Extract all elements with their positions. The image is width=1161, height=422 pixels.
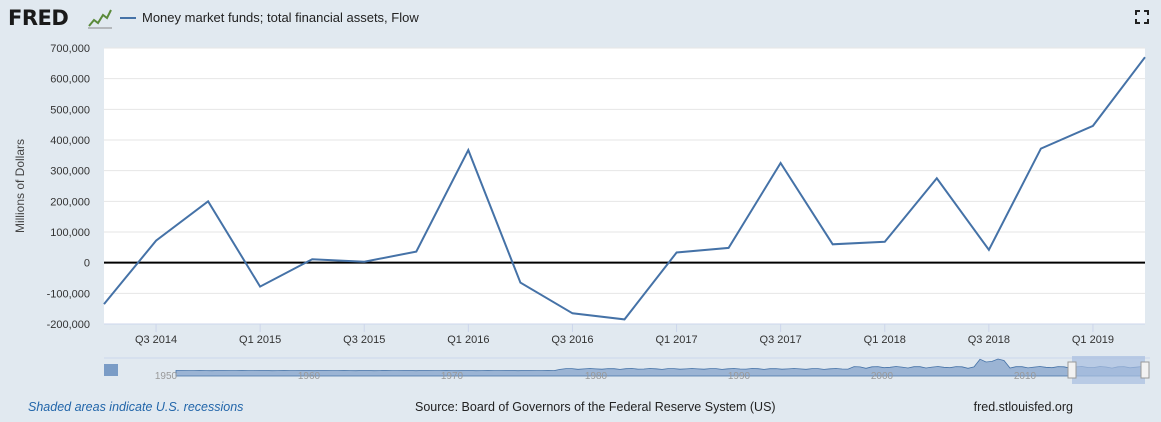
navigator-year-label: 1970: [441, 371, 464, 382]
fullscreen-icon[interactable]: [1135, 10, 1149, 24]
data-point[interactable]: [465, 147, 471, 153]
x-tick-label: Q1 2017: [655, 334, 697, 346]
chart-footer: Shaded areas indicate U.S. recessions So…: [0, 396, 1161, 418]
x-tick-label: Q1 2018: [864, 334, 906, 346]
data-point[interactable]: [101, 301, 107, 307]
y-axis-label: Millions of Dollars: [13, 139, 27, 233]
y-tick-label: 600,000: [50, 74, 90, 86]
navigator-year-label: 2000: [871, 371, 894, 382]
series-line: [103, 56, 1146, 321]
y-tick-label: 400,000: [50, 135, 90, 147]
navigator-year-label: 1960: [298, 371, 321, 382]
legend-swatch: [120, 16, 136, 19]
x-tick-label: Q3 2016: [551, 334, 593, 346]
data-point[interactable]: [830, 241, 836, 247]
x-tick-label: Q3 2018: [968, 334, 1010, 346]
y-tick-label: 100,000: [50, 227, 90, 239]
navigator-scroll-left[interactable]: [104, 364, 118, 376]
y-tick-label: -200,000: [47, 319, 90, 331]
navigator-selected-range[interactable]: [1072, 356, 1145, 384]
data-point[interactable]: [726, 245, 732, 251]
data-point[interactable]: [622, 316, 628, 322]
navigator-year-label: 2010: [1014, 371, 1037, 382]
y-tick-label: -100,000: [47, 288, 90, 300]
fred-logo[interactable]: FRED: [8, 6, 69, 30]
plot-background: [104, 48, 1145, 324]
x-tick-label: Q1 2015: [239, 334, 281, 346]
data-point[interactable]: [517, 280, 523, 286]
chart-area: -200,000 -100,000 0 100,000 200,000 300,000 40…: [0, 38, 1161, 358]
navigator-series-area: [175, 358, 1146, 377]
y-tick-label: 0: [84, 258, 90, 270]
x-tick-label: Q3 2017: [760, 334, 802, 346]
data-point[interactable]: [778, 160, 784, 166]
data-point[interactable]: [1090, 123, 1096, 129]
x-tick-label: Q1 2019: [1072, 334, 1114, 346]
y-tick-label: 500,000: [50, 104, 90, 116]
data-point[interactable]: [153, 238, 159, 244]
x-tick-label: Q3 2015: [343, 334, 385, 346]
y-tick-label: 300,000: [50, 166, 90, 178]
data-point[interactable]: [257, 284, 263, 290]
fred-graph-icon: [88, 7, 112, 29]
legend-label: Money market funds; total financial asse…: [142, 10, 419, 25]
data-point[interactable]: [205, 198, 211, 204]
data-point[interactable]: [569, 310, 575, 316]
navigator-year-label: 1990: [728, 371, 751, 382]
data-point[interactable]: [882, 239, 888, 245]
data-point[interactable]: [986, 247, 992, 253]
source-text: Source: Board of Governors of the Federa…: [415, 400, 776, 414]
navigator-year-label: 1980: [585, 371, 608, 382]
data-point[interactable]: [674, 250, 680, 256]
range-navigator[interactable]: 1950 1960 1970 1980 1990 2000 2010: [0, 356, 1161, 386]
data-point[interactable]: [934, 175, 940, 181]
data-point[interactable]: [361, 259, 367, 265]
navigator-handle-right[interactable]: [1140, 361, 1150, 379]
data-point[interactable]: [1142, 54, 1148, 60]
data-point[interactable]: [413, 249, 419, 255]
fred-site-link[interactable]: fred.stlouisfed.org: [973, 400, 1073, 414]
navigator-year-label: 1950: [155, 371, 178, 382]
navigator-handle-left[interactable]: [1067, 361, 1077, 379]
x-tick-label: Q3 2014: [135, 334, 177, 346]
y-tick-label: 200,000: [50, 196, 90, 208]
line-chart: -200,000 -100,000 0 100,000 200,000 300,000 40…: [13, 43, 1148, 346]
data-point[interactable]: [309, 256, 315, 262]
chart-legend: Money market funds; total financial asse…: [120, 10, 419, 25]
navigator-svg: 1950 1960 1970 1980 1990 2000 2010: [104, 356, 1150, 384]
x-tick-label: Q1 2016: [447, 334, 489, 346]
y-tick-label: 700,000: [50, 43, 90, 55]
data-point[interactable]: [1038, 146, 1044, 152]
chart-header: FRED Money market funds; total financial…: [0, 0, 1161, 38]
recession-note: Shaded areas indicate U.S. recessions: [28, 400, 244, 414]
